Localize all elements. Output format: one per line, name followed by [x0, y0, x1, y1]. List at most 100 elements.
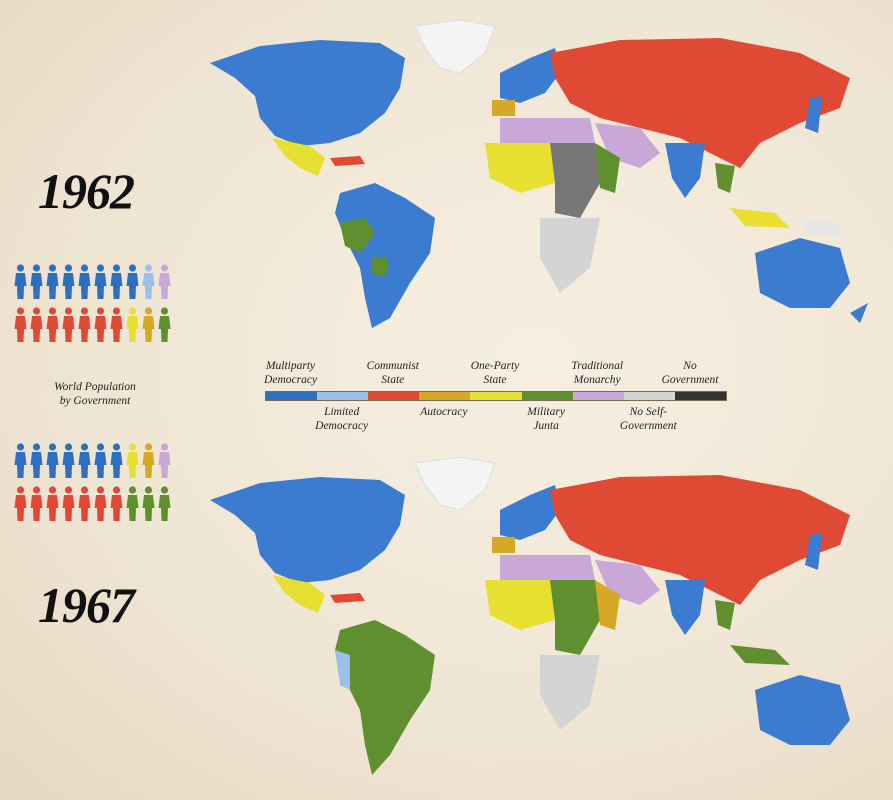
- legend-swatch-no-government: [674, 392, 726, 400]
- person-figure: [30, 307, 43, 342]
- person-figure: [78, 443, 91, 478]
- person-figure: [158, 443, 171, 478]
- population-title-line2: by Government: [59, 395, 131, 407]
- mexico-1962: [272, 138, 325, 176]
- person-figure: [62, 264, 75, 299]
- person-figure: [62, 307, 75, 342]
- central-africa-1962: [550, 143, 600, 218]
- legend-swatch-limited-democracy: [317, 392, 369, 400]
- south-america-1967: [335, 620, 435, 775]
- person-figure: [62, 486, 75, 521]
- legend-label-autocracy: Autocracy: [399, 405, 489, 419]
- india-1962: [665, 143, 705, 198]
- legend-label-line1: No: [683, 360, 697, 372]
- person-figure: [78, 307, 91, 342]
- legend-swatch-one-party-state: [470, 392, 522, 400]
- greenland-1967: [414, 456, 496, 511]
- map-1967-land: [210, 456, 850, 775]
- iberia-1962: [492, 100, 515, 116]
- australia-1962: [755, 238, 850, 308]
- person-figure: [30, 264, 43, 299]
- legend-label-limited-democracy: Limited Democracy: [297, 405, 387, 433]
- new-guinea-1962: [800, 218, 840, 238]
- se-asia-1962: [715, 163, 735, 193]
- legend-label-line1: Limited: [324, 406, 360, 418]
- greenland-1962: [414, 19, 496, 74]
- legend-label-line2: Government: [619, 420, 677, 432]
- japan-1962: [805, 96, 822, 133]
- person-figure: [94, 264, 107, 299]
- indonesia-1962: [730, 208, 790, 228]
- legend-label-line1: Traditional: [571, 360, 624, 372]
- indonesia-1967: [730, 645, 790, 665]
- bolivia-1962: [340, 218, 375, 253]
- legend-label-traditional-monarchy: Traditional Monarchy: [552, 359, 642, 387]
- person-figure: [142, 307, 155, 342]
- australia-1967: [755, 675, 850, 745]
- person-figure: [126, 486, 139, 521]
- world-map-1967: [210, 456, 850, 775]
- population-pictogram-1967: [14, 443, 174, 529]
- person-figure: [46, 486, 59, 521]
- legend-label-line2: Junta: [533, 420, 559, 432]
- population-title: World Population by Government: [30, 380, 160, 408]
- person-figure: [142, 486, 155, 521]
- population-row: [14, 264, 174, 300]
- central-america-1962: [330, 156, 365, 166]
- person-figure: [30, 443, 43, 478]
- legend-swatch-traditional-monarchy: [572, 392, 624, 400]
- person-figure: [142, 264, 155, 299]
- western-europe-1962: [500, 48, 560, 103]
- north-africa-1967: [500, 555, 595, 580]
- central-america-1967: [330, 593, 365, 603]
- person-figure: [158, 264, 171, 299]
- legend-label-line2: Monarchy: [573, 374, 621, 386]
- east-africa-1962: [595, 143, 620, 193]
- world-map-1962: [210, 19, 868, 328]
- year-label-1967: 1967: [38, 577, 135, 633]
- population-row: [14, 486, 174, 522]
- legend-swatch-military-junta: [521, 392, 573, 400]
- new-zealand-1962: [850, 303, 868, 323]
- person-figure: [110, 486, 123, 521]
- legend-label-line2: State: [381, 374, 405, 386]
- communist-bloc-1967: [550, 475, 850, 605]
- person-figure: [158, 307, 171, 342]
- person-figure: [94, 486, 107, 521]
- communist-bloc-1962: [550, 38, 850, 168]
- legend-label-no-self-government: No Self- Government: [603, 405, 693, 433]
- legend-label-multiparty-democracy: Multiparty Democracy: [246, 359, 336, 387]
- person-figure: [62, 443, 75, 478]
- person-figure: [94, 307, 107, 342]
- west-africa-1962: [485, 143, 555, 193]
- west-africa-1967: [485, 580, 555, 630]
- person-figure: [30, 486, 43, 521]
- legend-swatch-autocracy: [419, 392, 471, 400]
- central-africa-1967: [550, 580, 600, 655]
- iberia-1967: [492, 537, 515, 553]
- person-figure: [46, 443, 59, 478]
- year-label-1962: 1962: [38, 163, 135, 219]
- person-figure: [110, 264, 123, 299]
- north-africa-1962: [500, 118, 595, 143]
- map-1962-land: [210, 19, 868, 328]
- population-pictogram-1962: [14, 264, 174, 350]
- legend-label-line2: Government: [661, 374, 719, 386]
- person-figure: [94, 443, 107, 478]
- legend-label-line2: State: [483, 374, 507, 386]
- legend-label-line1: No Self-: [629, 406, 668, 418]
- legend-label-line1: One-Party: [470, 360, 520, 372]
- legend-label-one-party-state: One-Party State: [450, 359, 540, 387]
- person-figure: [46, 307, 59, 342]
- legend-label-communist-state: Communist State: [348, 359, 438, 387]
- legend-swatch-no-self-government: [623, 392, 675, 400]
- person-figure: [126, 264, 139, 299]
- japan-1967: [805, 533, 822, 570]
- paraguay-1962: [372, 258, 388, 276]
- western-europe-1967: [500, 485, 560, 540]
- population-row: [14, 443, 174, 479]
- andes-1967: [335, 650, 350, 690]
- legend-label-line2: Democracy: [264, 374, 318, 386]
- legend-label-no-government: No Government: [645, 359, 735, 387]
- legend-label-military-junta: Military Junta: [501, 405, 591, 433]
